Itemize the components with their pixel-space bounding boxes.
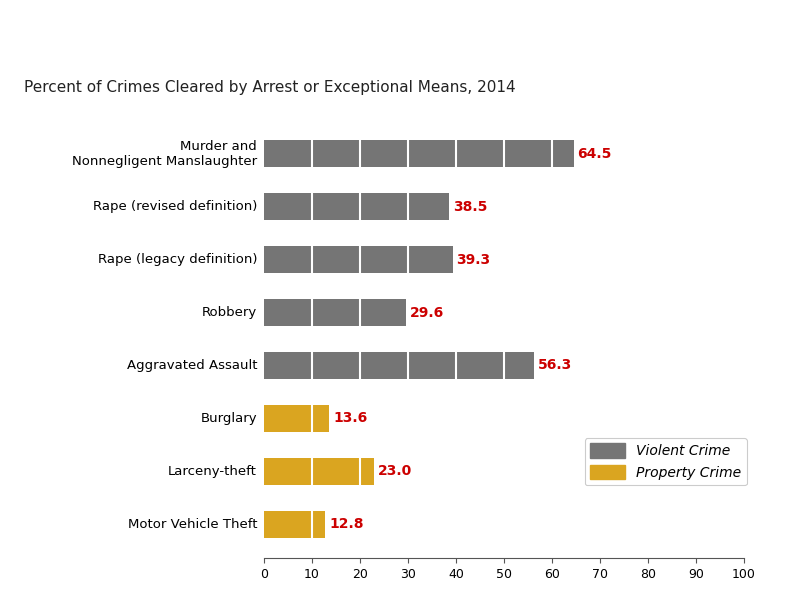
Text: 12.8: 12.8 bbox=[330, 517, 364, 532]
Bar bbox=[264, 352, 534, 379]
Bar bbox=[264, 299, 406, 326]
Bar bbox=[264, 140, 574, 167]
Bar bbox=[264, 404, 330, 432]
Text: 38.5: 38.5 bbox=[453, 200, 487, 214]
Text: 39.3: 39.3 bbox=[457, 253, 490, 266]
Text: 29.6: 29.6 bbox=[410, 305, 444, 320]
Bar bbox=[264, 511, 326, 538]
Text: 13.6: 13.6 bbox=[333, 412, 367, 425]
Bar bbox=[264, 458, 374, 485]
Bar bbox=[264, 246, 453, 274]
Text: 56.3: 56.3 bbox=[538, 358, 572, 373]
Text: Percent of Crimes Cleared by Arrest or Exceptional Means, 2014: Percent of Crimes Cleared by Arrest or E… bbox=[24, 80, 515, 95]
Text: Clearance Figure: Clearance Figure bbox=[24, 26, 237, 46]
Bar bbox=[264, 193, 449, 220]
Legend: Violent Crime, Property Crime: Violent Crime, Property Crime bbox=[585, 438, 746, 485]
Text: 64.5: 64.5 bbox=[578, 146, 612, 161]
Text: 23.0: 23.0 bbox=[378, 464, 413, 478]
